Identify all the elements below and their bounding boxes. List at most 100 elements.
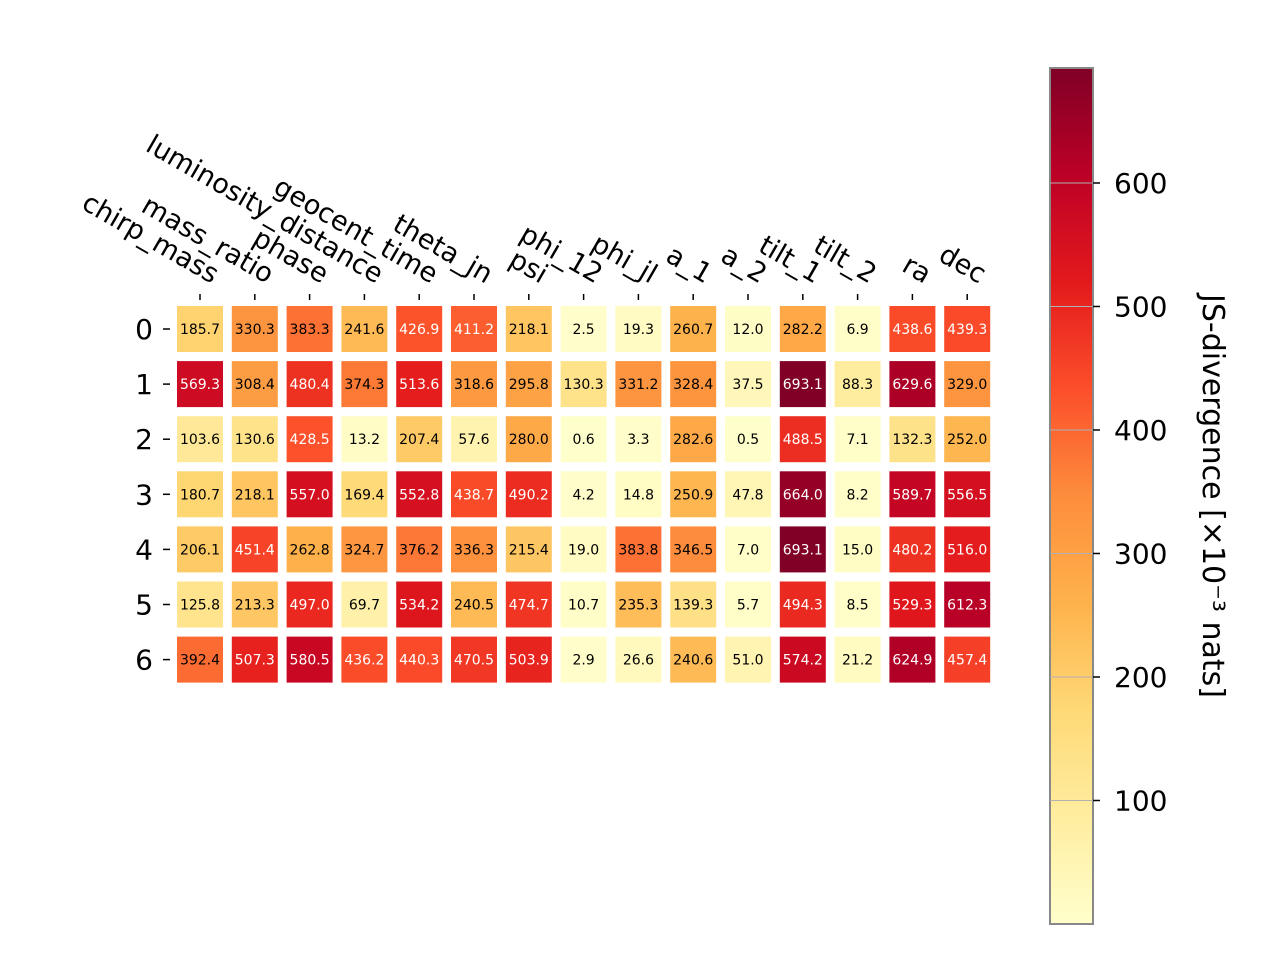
heatmap-cell [451, 416, 497, 463]
x-tick-label: a_1 [661, 240, 717, 290]
cell-value-label: 8.5 [846, 598, 868, 614]
heatmap-cell [451, 636, 497, 683]
heatmap-cell [944, 471, 991, 518]
heatmap-cell [231, 636, 278, 683]
colorbar-tick-label: 600 [1114, 167, 1167, 200]
cell-value-label: 7.1 [846, 432, 868, 448]
cell-value-label: 262.8 [290, 542, 330, 558]
heatmap-cell [834, 416, 881, 463]
heatmap-cell [231, 416, 278, 463]
heatmap-cell [177, 416, 223, 463]
heatmap-cell [670, 636, 717, 683]
heatmap-cell [725, 416, 771, 463]
cell-value-label: 7.0 [737, 542, 759, 558]
cell-value-label: 374.3 [344, 377, 384, 393]
cell-value-label: 331.2 [618, 377, 658, 393]
colorbar-tick-label: 500 [1114, 290, 1167, 323]
heatmap-cell [944, 306, 991, 352]
cell-value-label: 411.2 [454, 322, 494, 338]
cell-value-label: 629.6 [892, 377, 932, 393]
cell-value-label: 282.2 [783, 322, 823, 338]
cell-value-label: 13.2 [349, 432, 380, 448]
heatmap-cell [505, 416, 552, 463]
x-axis-ticks [199, 294, 968, 300]
cell-value-label: 574.2 [783, 653, 823, 669]
cell-value-label: 37.5 [732, 377, 763, 393]
heatmap-cell [615, 581, 662, 628]
cell-value-label: 240.5 [454, 598, 494, 614]
cell-value-label: 474.7 [509, 598, 549, 614]
cell-value-label: 241.6 [344, 322, 384, 338]
x-tick-label: dec [934, 239, 992, 290]
cell-value-label: 14.8 [623, 487, 654, 503]
cell-value-label: 556.5 [947, 487, 987, 503]
heatmap-cell [834, 471, 881, 518]
cell-value-label: 2.5 [572, 322, 594, 338]
heatmap-cell [396, 581, 443, 628]
heatmap-cell [560, 471, 607, 518]
heatmap-cell [725, 306, 771, 352]
heatmap-cell [451, 526, 497, 573]
heatmap-cell [779, 416, 826, 463]
heatmap-cell [725, 581, 771, 628]
cell-value-label: 235.3 [618, 598, 658, 614]
heatmap-cell [396, 361, 443, 408]
heatmap-cell [670, 471, 717, 518]
heatmap-cell [286, 471, 333, 518]
heatmap-cell [451, 581, 497, 628]
heatmap-cell [231, 361, 278, 408]
cell-value-label: 529.3 [892, 598, 932, 614]
cell-value-label: 132.3 [892, 432, 932, 448]
colorbar-ticks: 100 200 300 400 500 600 [1050, 167, 1167, 817]
cell-value-label: 69.7 [349, 598, 380, 614]
cell-value-label: 57.6 [458, 432, 489, 448]
heatmap-cell [231, 471, 278, 518]
colorbar-tick-label: 200 [1114, 661, 1167, 694]
cell-value-label: 440.3 [399, 653, 439, 669]
cell-value-label: 383.8 [618, 542, 658, 558]
cell-value-label: 392.4 [180, 653, 220, 669]
heatmap-cell [670, 526, 717, 573]
heatmap-cell [396, 471, 443, 518]
cell-value-label: 185.7 [180, 322, 220, 338]
heatmap-cell [177, 471, 223, 518]
cell-value-label: 4.2 [572, 487, 594, 503]
colorbar-label: JS-divergence [×10⁻³ nats] [1195, 292, 1230, 698]
heatmap-cell [177, 636, 223, 683]
cell-value-label: 130.6 [235, 432, 275, 448]
y-tick-label: 5 [135, 589, 153, 622]
heatmap-cell [505, 526, 552, 573]
cell-value-label: 2.9 [572, 653, 594, 669]
cell-value-label: 480.4 [290, 377, 330, 393]
cell-value-label: 693.1 [783, 542, 823, 558]
cell-value-label: 664.0 [783, 487, 823, 503]
heatmap-cell [889, 581, 936, 628]
colorbar-tick-label: 100 [1114, 784, 1167, 817]
heatmap-cell [505, 471, 552, 518]
cell-value-label: 580.5 [290, 653, 330, 669]
heatmap-cell [560, 581, 607, 628]
heatmap-cell [725, 526, 771, 573]
heatmap-cell [286, 416, 333, 463]
cell-value-label: 457.4 [947, 653, 987, 669]
cell-value-label: 513.6 [399, 377, 439, 393]
heatmap-cell [944, 361, 991, 408]
cell-value-label: 26.6 [623, 653, 654, 669]
colorbar: 100 200 300 400 500 600 JS-divergence [×10⁻³ … [1049, 67, 1230, 925]
heatmap-cell [834, 581, 881, 628]
cell-value-label: 693.1 [783, 377, 823, 393]
cell-value-label: 557.0 [290, 487, 330, 503]
heatmap-cell [889, 416, 936, 463]
y-tick-label: 3 [135, 478, 153, 511]
cell-value-label: 439.3 [947, 322, 987, 338]
colorbar-gradient [1049, 67, 1094, 925]
heatmap-cell [505, 636, 552, 683]
cell-value-label: 503.9 [509, 653, 549, 669]
heatmap-cell [670, 306, 717, 352]
cell-value-label: 19.0 [568, 542, 599, 558]
heatmap-cell [451, 471, 497, 518]
heatmap-cell [560, 416, 607, 463]
heatmap-cell [725, 361, 771, 408]
cell-value-label: 218.1 [235, 487, 275, 503]
cell-value-label: 280.0 [509, 432, 549, 448]
